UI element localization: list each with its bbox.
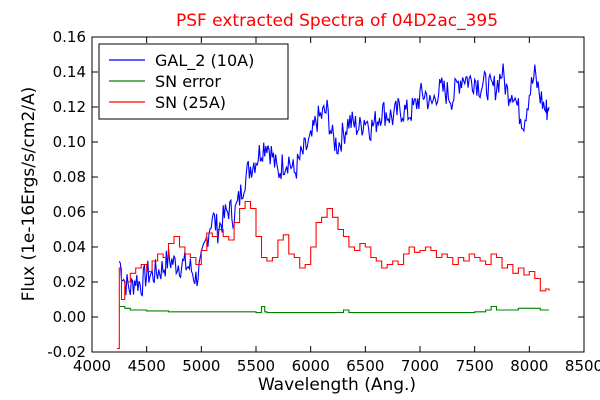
x-tick-label: 7500 [456,357,494,375]
y-tick-label: 0.16 [53,28,86,46]
x-tick-label: 6000 [292,357,330,375]
x-tick-label: 5500 [237,357,275,375]
series-line-1 [118,63,550,297]
x-tick-label: 4000 [73,357,111,375]
axes-layer: 4000 4500 5000 5500 6000 6500 7000 7500 8000 8500… [47,28,600,375]
legend-label: SN (25A) [155,93,226,112]
series-line-3 [117,200,550,350]
x-tick-label: 5000 [182,357,220,375]
x-tick-label: 6500 [346,357,384,375]
y-tick-label: 0.14 [53,63,86,81]
x-axis-label: Wavelength (Ang.) [258,375,416,395]
y-tick-label: 0.04 [53,238,86,256]
y-tick-label: 0.00 [53,308,86,326]
y-axis-label: Flux (1e-16Ergs/s/cm2/A) [19,87,39,302]
series-line-2 [119,305,549,314]
y-tick-label: 0.02 [53,273,86,291]
series-layer [117,63,550,350]
chart-title: PSF extracted Spectra of 04D2ac_395 [176,11,498,31]
x-tick-label: 8500 [565,357,600,375]
y-tick-label: 0.08 [53,168,86,186]
x-tick-label: 4500 [128,357,166,375]
y-tick-label: 0.06 [53,203,86,221]
y-tick-label: -0.02 [47,343,86,361]
legend-label: SN error [155,72,221,91]
legend: GAL_2 (10A)SN error SN (25A) [98,43,289,120]
y-tick-label: 0.12 [53,98,86,116]
x-tick-label: 7000 [401,357,439,375]
y-tick-label: 0.10 [53,133,86,151]
x-tick-label: 8000 [510,357,548,375]
legend-label: GAL_2 (10A) [155,51,254,71]
